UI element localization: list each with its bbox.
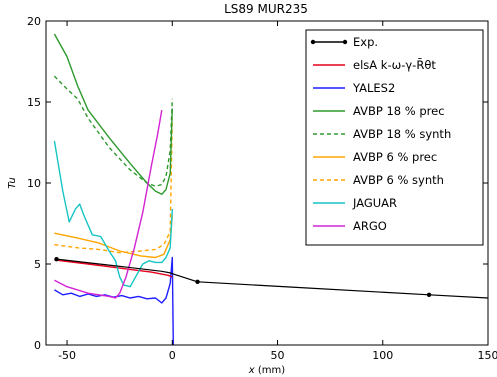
x-tick-label: 150 [478, 349, 497, 362]
chart-title: LS89 MUR235 [224, 2, 308, 16]
x-tick-label: 0 [169, 349, 176, 362]
legend-label-jaguar: JAGUAR [352, 196, 397, 210]
legend-label-avbp-6-synth: AVBP 6 % synth [353, 173, 444, 187]
series-line-avbp-18-prec [53, 33, 173, 195]
series-line-jaguar [53, 140, 173, 288]
y-tick-label: 5 [34, 258, 41, 271]
x-axis-label: x (mm) [248, 365, 285, 376]
data-point-exp [426, 292, 432, 297]
y-tick-label: 20 [27, 15, 41, 28]
legend-marker [342, 39, 348, 45]
y-axis-label: Tu [7, 177, 18, 188]
legend-label-exp: Exp. [353, 35, 378, 49]
legend-label-avbp-18-prec: AVBP 18 % prec [353, 104, 445, 118]
data-point-exp [195, 279, 200, 285]
legend-label-yales2: YALES2 [352, 81, 395, 95]
legend-box [305, 29, 484, 246]
series-line-argo [54, 109, 163, 299]
x-tick-label: -50 [58, 349, 76, 362]
x-tick-label: 100 [372, 349, 393, 362]
legend-label-avbp-18-synth: AVBP 18 % synth [353, 127, 451, 141]
legend-items: Exp. elsA k-ω-γ-R̄θt YALES2 AVBP 18 % prec A… [310, 35, 451, 233]
legend-label-elsa-k-r-t: elsA k-ω-γ-R̄θt [353, 58, 436, 72]
legend-label-argo: ARGO [353, 219, 387, 233]
series-line-avbp-6-synth [54, 118, 173, 254]
y-tick-label: 0 [34, 339, 41, 352]
series-line-exp [56, 258, 489, 299]
legend-label-avbp-6-prec: AVBP 6 % prec [353, 150, 437, 164]
series-line-elsa-k-r-t [54, 259, 173, 278]
y-tick-label: 10 [27, 177, 41, 190]
axis-ticks: -50 0 50 100 150 0 5 10 15 20 [27, 15, 497, 362]
legend-marker [310, 39, 316, 45]
series-line-yales2 [54, 256, 174, 346]
plot-series [53, 33, 489, 346]
data-point-exp [54, 256, 59, 262]
series-line-avbp-6-prec [54, 215, 173, 259]
x-tick-label: 50 [271, 349, 285, 362]
series-line-avbp-18-synth [53, 75, 173, 187]
y-tick-label: 15 [27, 96, 41, 109]
legend: Exp. elsA k-ω-γ-R̄θt YALES2 AVBP 18 % prec A… [305, 29, 484, 246]
